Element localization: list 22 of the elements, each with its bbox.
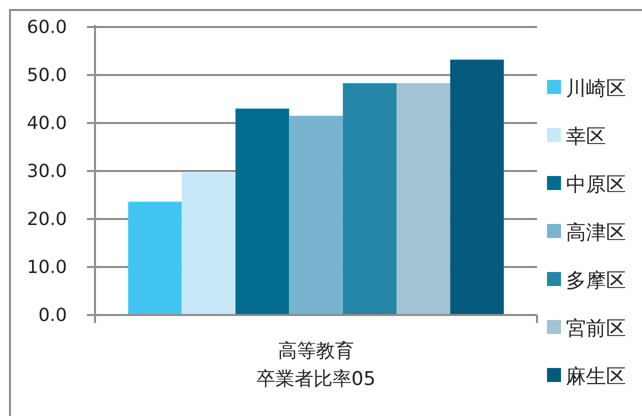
bar	[128, 202, 182, 315]
bar	[342, 83, 397, 315]
bar	[396, 83, 450, 315]
y-tick-label: 40.0	[26, 113, 67, 134]
legend-label: 麻生区	[566, 364, 626, 388]
y-tick-label: 20.0	[26, 209, 67, 230]
bar	[289, 116, 343, 315]
y-tick-label: 10.0	[26, 257, 67, 278]
legend-label: 多摩区	[566, 268, 626, 292]
bar	[235, 108, 290, 315]
bar	[450, 60, 504, 315]
legend-label: 宮前区	[566, 316, 626, 340]
y-tick-label: 0.0	[38, 305, 67, 326]
y-tick-label: 30.0	[26, 161, 67, 182]
legend-label: 幸区	[566, 124, 606, 148]
legend-label: 川崎区	[566, 76, 626, 100]
y-tick-label: 60.0	[26, 17, 67, 38]
bar	[182, 172, 236, 315]
legend-label: 高津区	[566, 220, 626, 244]
y-tick-label: 50.0	[26, 65, 67, 86]
x-tick-label: 高等教育卒業者比率05	[256, 340, 376, 390]
legend-label: 中原区	[566, 172, 626, 196]
